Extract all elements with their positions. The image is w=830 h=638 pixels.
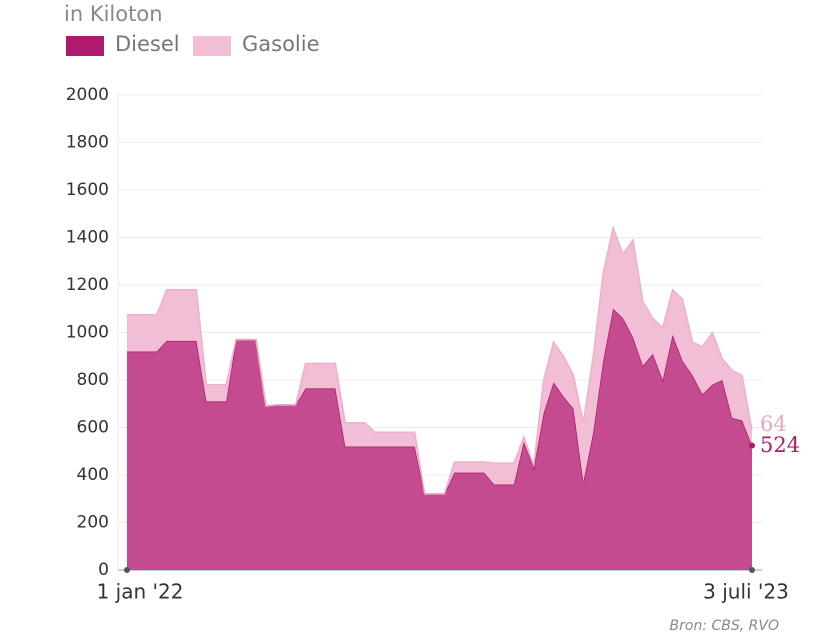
legend-label: Diesel — [115, 32, 180, 56]
y-tick-label: 400 — [77, 465, 109, 485]
legend-label: Gasolie — [242, 32, 320, 56]
x-tick-dot — [124, 567, 130, 573]
y-tick-label: 600 — [77, 418, 109, 438]
y-tick-label: 1400 — [66, 228, 109, 248]
x-tick-label: 1 jan '22 — [97, 580, 184, 604]
y-tick-label: 1200 — [66, 275, 109, 295]
end-label: 524 — [760, 433, 800, 457]
y-tick-label: 800 — [77, 370, 109, 390]
end-dot — [749, 442, 755, 449]
x-tick-label: 3 juli '23 — [703, 580, 789, 604]
subtitle: in Kiloton — [64, 2, 163, 26]
y-tick-label: 1000 — [66, 323, 109, 343]
area-edge — [127, 225, 753, 495]
y-tick-label: 0 — [98, 560, 109, 580]
y-tick-label: 200 — [77, 513, 109, 533]
area — [127, 308, 752, 570]
y-tick-label: 1600 — [66, 180, 109, 200]
source: Bron: CBS, RVO — [670, 618, 779, 634]
legend-swatch — [193, 36, 231, 56]
end-label: 64 — [760, 412, 787, 436]
y-tick-label: 2000 — [66, 85, 109, 105]
y-tick-label: 1800 — [66, 133, 109, 153]
x-tick-dot — [749, 567, 755, 573]
legend-swatch — [66, 36, 104, 56]
